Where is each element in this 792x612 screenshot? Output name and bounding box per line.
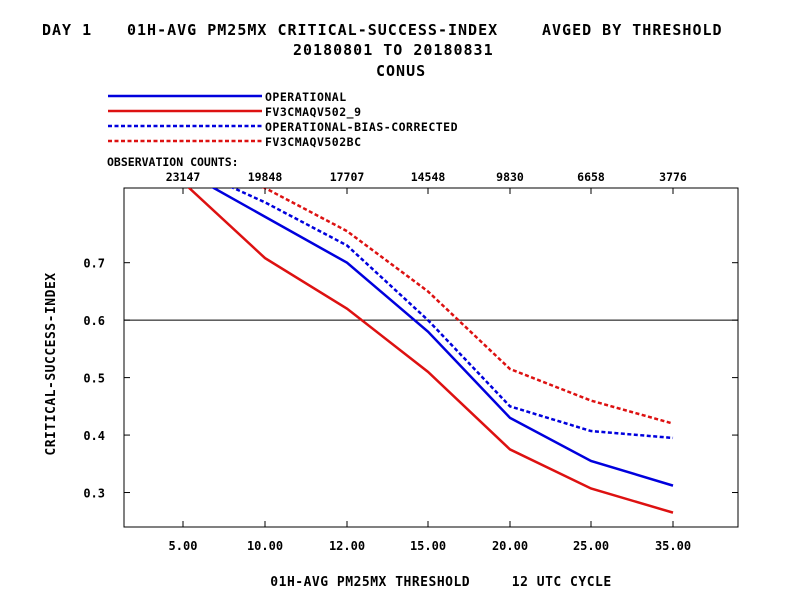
legend-label-operational: OPERATIONAL [265,90,347,104]
x-tick-label: 25.00 [573,539,609,553]
region-label: CONUS [376,62,427,80]
y-tick-label: 0.7 [83,257,105,271]
y-axis: 0.3 0.4 0.5 0.6 0.7 [83,257,738,501]
series-line-3 [230,188,674,440]
chart-title: 01H-AVG PM25MX CRITICAL-SUCCESS-INDEX [127,21,499,39]
series-group [187,188,674,514]
legend-label-operational-bc: OPERATIONAL-BIAS-CORRECTED [265,120,459,134]
y-tick-label: 0.4 [83,429,105,443]
x-axis-label: 01H-AVG PM25MX THRESHOLD 12 UTC CYCLE [270,575,611,590]
series-line-2 [187,188,674,514]
series-line-4 [261,188,674,425]
observation-count: 14548 [410,170,446,184]
observation-count: 6658 [577,170,605,184]
y-axis-label: CRITICAL-SUCCESS-INDEX [44,272,59,455]
date-range: 20180801 TO 20180831 [293,41,494,59]
x-tick-label: 35.00 [655,539,691,553]
legend-label-fv3cmaq: FV3CMAQV502_9 [265,105,362,119]
observation-count: 3776 [659,170,687,184]
y-tick-label: 0.3 [83,487,105,501]
x-tick-label: 20.00 [492,539,528,553]
x-axis: 5.00 10.00 12.00 15.00 20.00 25.00 35.00 [169,188,691,553]
legend-lines [108,94,262,143]
series-line-1 [211,188,674,487]
plot-frame [123,187,739,528]
observation-count: 17707 [329,170,365,184]
observation-count: 9830 [496,170,524,184]
observation-count: 19848 [247,170,283,184]
x-tick-label: 12.00 [329,539,365,553]
x-tick-label: 15.00 [410,539,446,553]
chart-title-suffix: AVGED BY THRESHOLD [542,21,723,39]
legend-label-fv3cmaq-bc: FV3CMAQV502BC [265,135,362,149]
day-label: DAY 1 [42,21,93,39]
observation-counts-title: OBSERVATION COUNTS: [107,155,239,169]
x-tick-label: 5.00 [169,539,198,553]
observation-count: 23147 [165,170,201,184]
x-tick-label: 10.00 [247,539,283,553]
y-tick-label: 0.6 [83,314,105,328]
y-tick-label: 0.5 [83,372,105,386]
